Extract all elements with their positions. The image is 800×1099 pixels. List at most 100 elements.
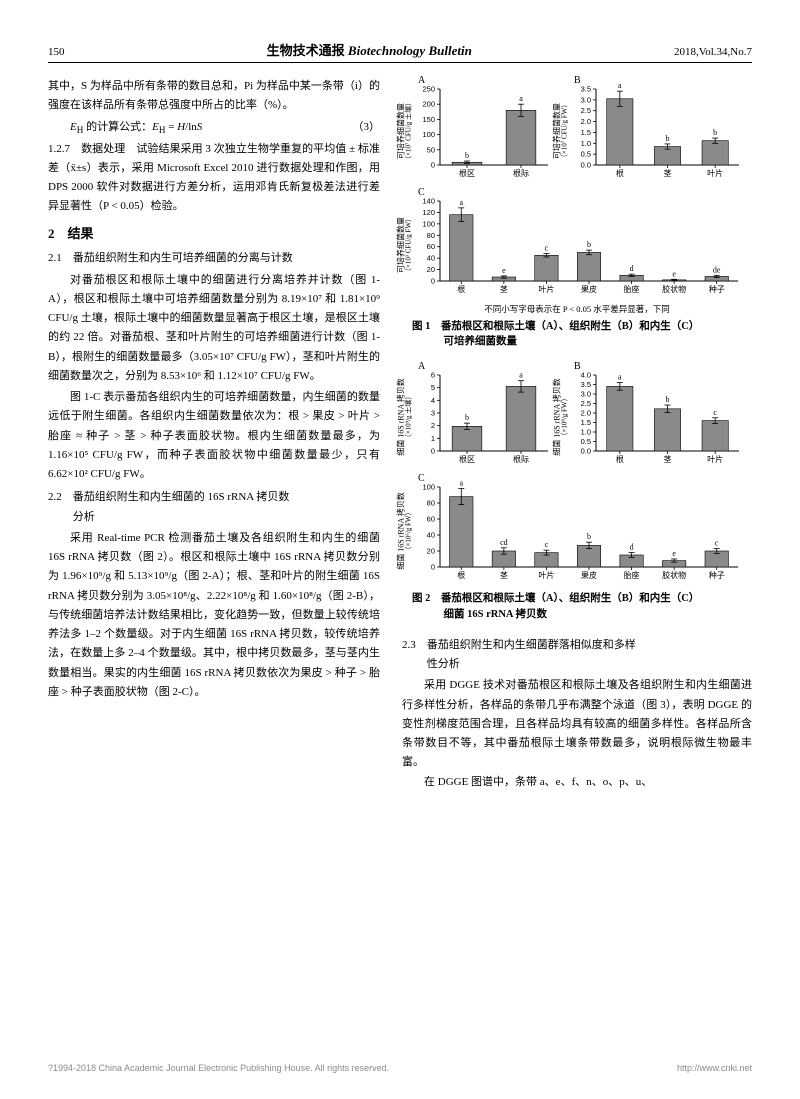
svg-text:2.5: 2.5 xyxy=(581,399,591,408)
svg-text:80: 80 xyxy=(427,499,435,508)
svg-text:根际: 根际 xyxy=(513,168,529,178)
left-column: 其中，S 为样品中所有条带的数目总和，Pi 为样品中某一条带（i）的强度在该样品… xyxy=(48,77,380,792)
figure-2: A细菌 16S rRNA 拷贝数（×10⁹/g 土壤）0123456b根区a根际… xyxy=(402,363,752,587)
svg-text:3.5: 3.5 xyxy=(581,85,591,94)
svg-text:叶片: 叶片 xyxy=(707,168,723,178)
svg-text:1.5: 1.5 xyxy=(581,128,591,137)
svg-text:e: e xyxy=(672,269,676,278)
svg-text:6: 6 xyxy=(431,371,435,380)
svg-text:100: 100 xyxy=(422,130,435,139)
svg-text:b: b xyxy=(465,151,469,160)
right-column: A可培养细菌数量（×10⁷ CFU/g 土壤）050100150200250b根… xyxy=(402,77,752,792)
svg-text:60: 60 xyxy=(427,242,435,251)
svg-text:60: 60 xyxy=(427,515,435,524)
svg-text:1.5: 1.5 xyxy=(581,418,591,427)
svg-text:1: 1 xyxy=(431,434,435,443)
svg-text:0: 0 xyxy=(431,447,435,456)
footer-right: http://www.cnki.net xyxy=(677,1063,752,1073)
svg-text:5: 5 xyxy=(431,384,435,393)
svg-text:a: a xyxy=(460,198,464,207)
fig2-panel-b: B细菌 16S rRNA 拷贝数（×10⁸/g FW）0.00.51.01.52… xyxy=(558,363,743,471)
two-column-layout: 其中，S 为样品中所有条带的数目总和，Pi 为样品中某一条带（i）的强度在该样品… xyxy=(48,77,752,792)
svg-text:根区: 根区 xyxy=(459,454,475,464)
svg-text:0.5: 0.5 xyxy=(581,150,591,159)
volume-info: 2018,Vol.34,No.7 xyxy=(674,46,752,58)
svg-text:叶片: 叶片 xyxy=(707,454,723,464)
svg-text:40: 40 xyxy=(427,531,435,540)
fig1-panel-b: B可培养细菌数量（×10⁷ CFU/g FW）0.00.51.01.52.02.… xyxy=(558,77,743,185)
svg-text:d: d xyxy=(630,543,634,552)
journal-title: 生物技术通报 Biotechnology Bulletin xyxy=(267,40,472,59)
section-21-para-b: 图 1-C 表示番茄各组织内生的可培养细菌数量，内生细菌的数量远低于附生细菌。各… xyxy=(48,388,380,484)
svg-text:50: 50 xyxy=(427,145,435,154)
svg-text:a: a xyxy=(618,373,622,382)
fig1-note: 不同小写字母表示在 P < 0.05 水平差异显著，下同 xyxy=(402,303,752,315)
svg-text:3.5: 3.5 xyxy=(581,380,591,389)
svg-text:茎: 茎 xyxy=(664,454,672,464)
page-footer: ?1994-2018 China Academic Journal Electr… xyxy=(48,1063,752,1073)
svg-text:b: b xyxy=(587,533,591,542)
footer-left: ?1994-2018 China Academic Journal Electr… xyxy=(48,1063,389,1073)
svg-text:b: b xyxy=(666,134,670,143)
svg-text:a: a xyxy=(519,94,523,103)
section-22-para-a: 采用 Real-time PCR 检测番茄土壤及各组织附生和内生的细菌 16S … xyxy=(48,529,380,702)
svg-text:0: 0 xyxy=(431,161,435,170)
page-header: 150 生物技术通报 Biotechnology Bulletin 2018,V… xyxy=(48,40,752,63)
svg-text:c: c xyxy=(545,541,549,550)
section-23-para-b: 在 DGGE 图谱中，条带 a、e、f、n、o、p、u、 xyxy=(402,773,752,792)
fig1-caption: 图 1 番茄根区和根际土壤（A）、组织附生（B）和内生（C） 可培养细菌数量 xyxy=(402,319,752,349)
svg-text:1.0: 1.0 xyxy=(581,428,591,437)
svg-text:根区: 根区 xyxy=(459,168,475,178)
svg-text:4: 4 xyxy=(431,396,435,405)
svg-text:a: a xyxy=(618,81,622,90)
right-column-text: 2.3 番茄组织附生和内生细菌群落相似度和多样 性分析 采用 DGGE 技术对番… xyxy=(402,636,752,792)
svg-text:2.0: 2.0 xyxy=(581,409,591,418)
svg-text:80: 80 xyxy=(427,231,435,240)
svg-text:b: b xyxy=(713,128,717,137)
svg-text:1.0: 1.0 xyxy=(581,139,591,148)
svg-text:3.0: 3.0 xyxy=(581,95,591,104)
svg-text:120: 120 xyxy=(422,208,435,217)
svg-text:根: 根 xyxy=(457,284,465,294)
svg-text:0.0: 0.0 xyxy=(581,161,591,170)
svg-text:2.5: 2.5 xyxy=(581,106,591,115)
svg-text:茎: 茎 xyxy=(664,168,672,178)
svg-text:叶片: 叶片 xyxy=(538,570,554,580)
svg-text:100: 100 xyxy=(422,219,435,228)
page-number: 150 xyxy=(48,46,65,58)
section-23-para-a: 采用 DGGE 技术对番茄根区和根际土壤及各组织附生和内生细菌进行多样性分析，各… xyxy=(402,676,752,772)
svg-text:0: 0 xyxy=(431,563,435,572)
svg-text:根: 根 xyxy=(457,570,465,580)
svg-text:胶状物: 胶状物 xyxy=(662,284,686,294)
svg-text:种子: 种子 xyxy=(709,570,725,580)
svg-text:de: de xyxy=(713,265,721,274)
section-2-head: 2 结果 xyxy=(48,223,380,246)
svg-text:种子: 种子 xyxy=(709,284,725,294)
svg-text:4.0: 4.0 xyxy=(581,371,591,380)
svg-text:0.0: 0.0 xyxy=(581,447,591,456)
svg-text:b: b xyxy=(666,395,670,404)
svg-text:20: 20 xyxy=(427,547,435,556)
svg-text:200: 200 xyxy=(422,100,435,109)
svg-text:0: 0 xyxy=(431,277,435,286)
svg-text:胶状物: 胶状物 xyxy=(662,570,686,580)
svg-text:0.5: 0.5 xyxy=(581,437,591,446)
svg-text:a: a xyxy=(460,479,464,488)
svg-text:叶片: 叶片 xyxy=(538,284,554,294)
svg-text:20: 20 xyxy=(427,265,435,274)
section-23-head: 2.3 番茄组织附生和内生细菌群落相似度和多样 性分析 xyxy=(402,636,752,675)
section-22-head: 2.2 番茄组织附生和内生细菌的 16S rRNA 拷贝数 分析 xyxy=(48,488,380,527)
svg-text:e: e xyxy=(502,266,506,275)
svg-text:果皮: 果皮 xyxy=(581,284,597,294)
figure-1: A可培养细菌数量（×10⁷ CFU/g 土壤）050100150200250b根… xyxy=(402,77,752,315)
svg-text:c: c xyxy=(545,244,549,253)
section-21-para-a: 对番茄根区和根际土壤中的细菌进行分离培养并计数（图 1-A），根区和根际土壤中可… xyxy=(48,271,380,387)
svg-text:cd: cd xyxy=(500,538,508,547)
svg-text:根: 根 xyxy=(616,454,624,464)
section-127: 1.2.7 数据处理 试验结果采用 3 次独立生物学重复的平均值 ± 标准差（x… xyxy=(48,140,380,217)
svg-text:40: 40 xyxy=(427,254,435,263)
fig2-caption: 图 2 番茄根区和根际土壤（A）、组织附生（B）和内生（C） 细菌 16S rR… xyxy=(402,591,752,621)
svg-text:2: 2 xyxy=(431,422,435,431)
svg-text:c: c xyxy=(713,408,717,417)
svg-text:150: 150 xyxy=(422,115,435,124)
